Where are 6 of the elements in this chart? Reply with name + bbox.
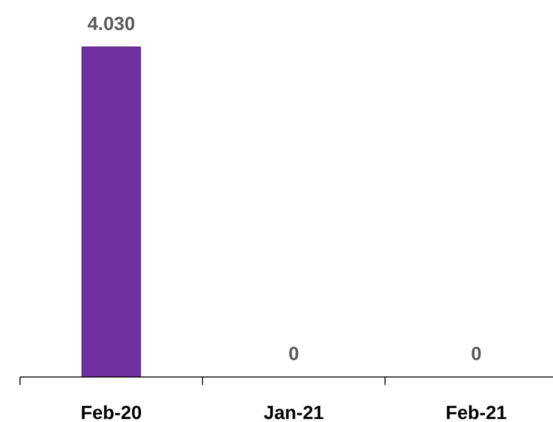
x-tick-label: Feb-20 [80, 403, 142, 422]
data-label: 4.030 [87, 14, 136, 35]
x-tick-label: Jan-21 [264, 403, 324, 422]
data-label: 0 [470, 344, 482, 365]
x-tick-label: Feb-21 [446, 403, 508, 422]
data-label: 0 [288, 344, 300, 365]
